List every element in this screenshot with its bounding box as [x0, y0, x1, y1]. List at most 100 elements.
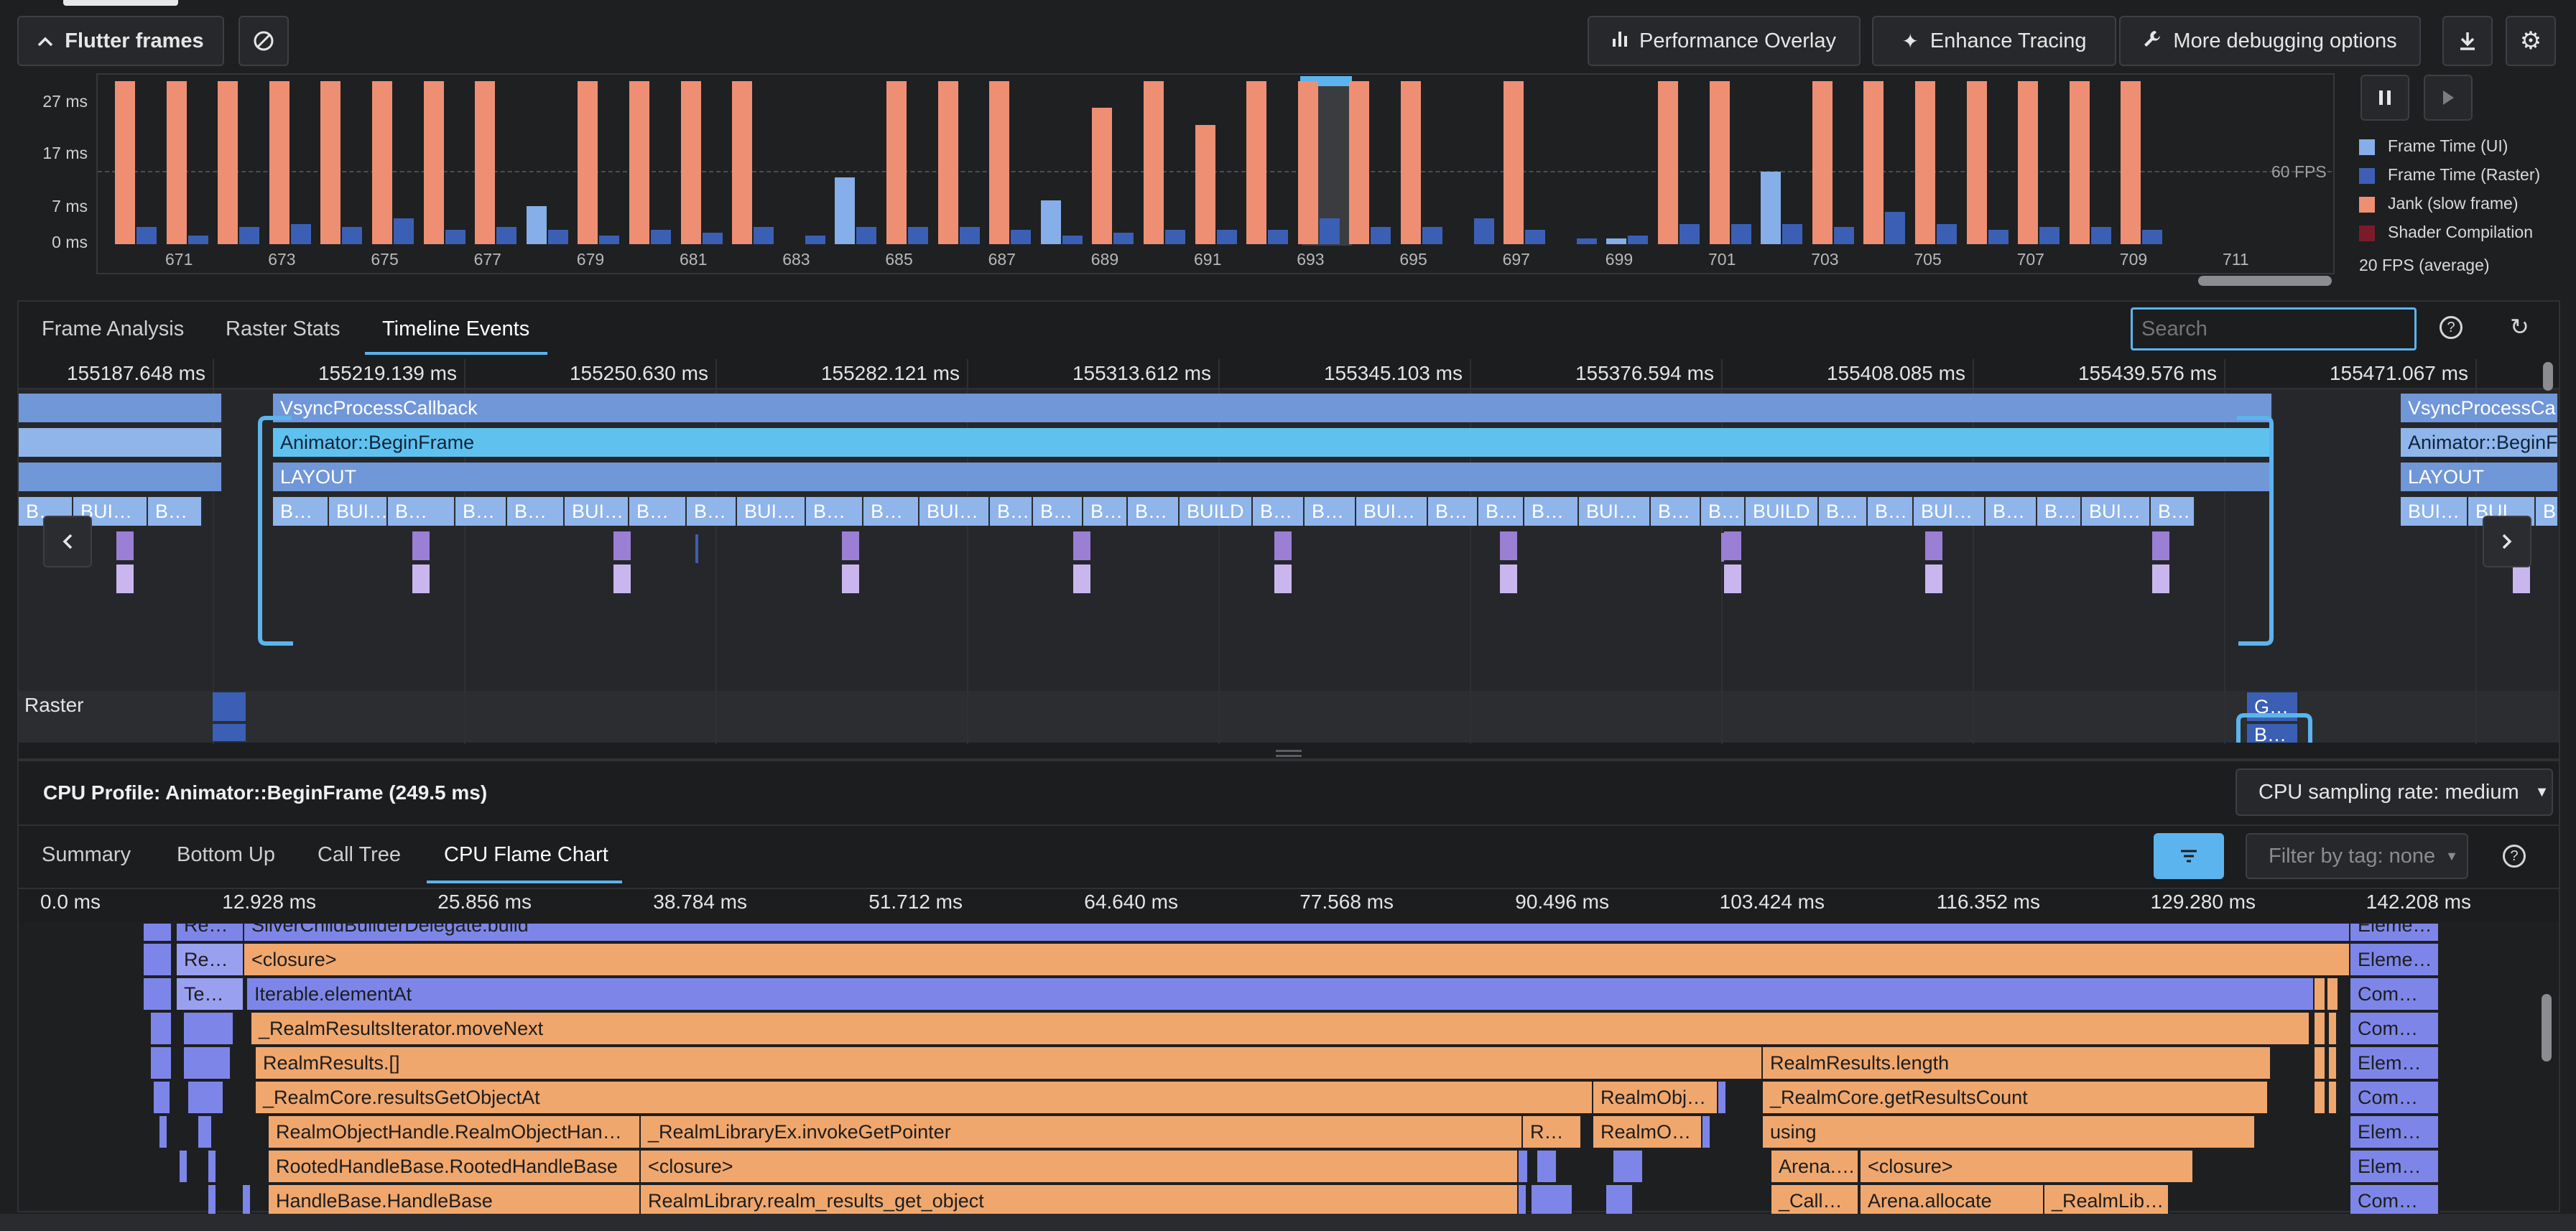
- jank-frame-bar[interactable]: [1966, 81, 1987, 244]
- jank-frame-bar[interactable]: [578, 81, 598, 244]
- flame-frame[interactable]: Iterable.elementAt: [247, 978, 2315, 1010]
- tab-frame-analysis[interactable]: Frame Analysis: [42, 317, 185, 340]
- raster-frame-bar[interactable]: [445, 229, 465, 244]
- event-build[interactable]: B…: [273, 497, 329, 526]
- raster-frame-bar[interactable]: [1319, 218, 1340, 244]
- raster-frame-bar[interactable]: [342, 226, 363, 244]
- raster-frame-bar[interactable]: [1113, 232, 1134, 244]
- nested-event[interactable]: [116, 531, 134, 560]
- flame-frame[interactable]: using: [1763, 1116, 2256, 1148]
- nested-event[interactable]: [2152, 531, 2169, 560]
- flame-frame[interactable]: Eleme…: [2350, 924, 2440, 941]
- flame-frame[interactable]: [144, 944, 172, 975]
- jank-frame-bar[interactable]: [680, 81, 701, 244]
- nested-event[interactable]: [1500, 531, 1517, 560]
- flame-frame[interactable]: SliverChildBuilderDelegate.build: [244, 924, 2350, 941]
- flame-frame[interactable]: [151, 1047, 172, 1079]
- flame-frame[interactable]: [1519, 1151, 1529, 1182]
- jank-frame-bar[interactable]: [989, 81, 1010, 244]
- cpu-help-icon[interactable]: ?: [2503, 845, 2526, 868]
- event-layout-right[interactable]: LAYOUT: [2401, 463, 2559, 491]
- splitter-handle[interactable]: [1276, 750, 1302, 757]
- raster-frame-bar[interactable]: [547, 229, 568, 244]
- event-build[interactable]: B…: [2536, 497, 2559, 526]
- enhance-tracing-button[interactable]: ✦ Enhance Tracing: [1872, 16, 2116, 66]
- raster-frame-bar[interactable]: [1062, 235, 1083, 244]
- jank-frame-bar[interactable]: [1709, 81, 1730, 244]
- event-vsync-process-callback[interactable]: VsyncProcessCallback: [273, 394, 2273, 422]
- jank-frame-bar[interactable]: [1863, 81, 1884, 244]
- flame-frame[interactable]: [1606, 1185, 1634, 1217]
- flame-frame[interactable]: Com…: [2350, 978, 2440, 1010]
- flame-frame[interactable]: [198, 1116, 213, 1148]
- export-button[interactable]: [2442, 16, 2493, 66]
- event-left-animator[interactable]: [19, 428, 223, 457]
- jank-frame-bar[interactable]: [1297, 81, 1318, 244]
- event-build[interactable]: B…: [629, 497, 687, 526]
- raster-event[interactable]: [213, 692, 246, 721]
- flame-frame[interactable]: Eleme…: [2350, 944, 2440, 975]
- settings-button[interactable]: ⚙: [2506, 16, 2556, 66]
- jank-frame-bar[interactable]: [2069, 81, 2090, 244]
- flame-frame[interactable]: Arena.allocate: [1861, 1185, 2044, 1217]
- flame-frame[interactable]: Elem…: [2350, 1116, 2440, 1148]
- flame-frame[interactable]: [2315, 1082, 2326, 1113]
- flame-frame[interactable]: [208, 1151, 217, 1182]
- tab-timeline-events[interactable]: Timeline Events: [382, 317, 530, 340]
- raster-frame-bar[interactable]: [1731, 223, 1751, 244]
- raster-frame-bar[interactable]: [187, 235, 208, 244]
- event-build[interactable]: B…: [507, 497, 565, 526]
- nested-event[interactable]: [1721, 533, 1724, 562]
- event-build[interactable]: BUI…: [919, 497, 990, 526]
- nested-event[interactable]: [613, 531, 631, 560]
- flame-frame[interactable]: RootedHandleBase.RootedHandleBase: [269, 1151, 641, 1182]
- raster-frame-bar[interactable]: [1268, 229, 1289, 244]
- flame-frame[interactable]: [2327, 978, 2339, 1010]
- event-build[interactable]: B…: [1651, 497, 1701, 526]
- jank-frame-bar[interactable]: [320, 81, 341, 244]
- raster-event[interactable]: [213, 724, 246, 741]
- help-icon[interactable]: ?: [2440, 316, 2463, 339]
- jank-frame-bar[interactable]: [115, 81, 135, 244]
- jank-frame-bar[interactable]: [372, 81, 392, 244]
- flame-frame[interactable]: Te…: [177, 978, 244, 1010]
- flame-frame[interactable]: [208, 1185, 217, 1217]
- more-debugging-button[interactable]: More debugging options: [2119, 16, 2421, 66]
- event-layout[interactable]: LAYOUT: [273, 463, 2273, 491]
- raster-frame-bar[interactable]: [1937, 223, 1957, 244]
- flame-frame[interactable]: [1718, 1082, 1727, 1113]
- filter-by-tag-dropdown[interactable]: Filter by tag: none ▼: [2246, 833, 2468, 879]
- flame-frame[interactable]: _RealmLibraryEx.invokeGetPointer: [641, 1116, 1523, 1148]
- flame-frame[interactable]: RealmObj…: [1593, 1082, 1718, 1113]
- flutter-frames-toggle[interactable]: Flutter frames: [17, 16, 224, 66]
- flame-frame[interactable]: Com…: [2350, 1013, 2440, 1044]
- raster-frame-bar[interactable]: [496, 226, 517, 244]
- nested-event[interactable]: [412, 531, 430, 560]
- flame-frame[interactable]: _RealmCore.resultsGetObjectAt: [256, 1082, 1593, 1113]
- event-build[interactable]: BUI…: [1356, 497, 1428, 526]
- flame-frame[interactable]: _RealmCore.getResultsCount: [1763, 1082, 2269, 1113]
- flame-frame[interactable]: [144, 924, 172, 941]
- flame-frame[interactable]: [1519, 1185, 1527, 1217]
- raster-frame-bar[interactable]: [651, 229, 671, 244]
- jank-frame-bar[interactable]: [2121, 81, 2141, 244]
- nested-event[interactable]: [412, 565, 430, 593]
- nested-event[interactable]: [1073, 565, 1090, 593]
- flame-frame[interactable]: [1537, 1151, 1557, 1182]
- nested-event[interactable]: [1274, 565, 1292, 593]
- event-build[interactable]: B…: [1701, 497, 1746, 526]
- nested-event[interactable]: [1724, 565, 1741, 593]
- raster-frame-bar[interactable]: [136, 226, 157, 244]
- event-build[interactable]: B…: [1524, 497, 1579, 526]
- nested-event[interactable]: [613, 565, 631, 593]
- tab-summary[interactable]: Summary: [42, 843, 131, 866]
- ui-frame-bar[interactable]: [1606, 238, 1627, 244]
- raster-frame-bar[interactable]: [239, 226, 260, 244]
- event-build[interactable]: B…: [388, 497, 455, 526]
- flame-frame[interactable]: Com…: [2350, 1185, 2440, 1217]
- tab-raster-stats[interactable]: Raster Stats: [226, 317, 340, 340]
- flame-frame[interactable]: [184, 1013, 234, 1044]
- flame-frame[interactable]: [159, 1116, 168, 1148]
- jank-frame-bar[interactable]: [886, 81, 907, 244]
- jank-frame-bar[interactable]: [629, 81, 649, 244]
